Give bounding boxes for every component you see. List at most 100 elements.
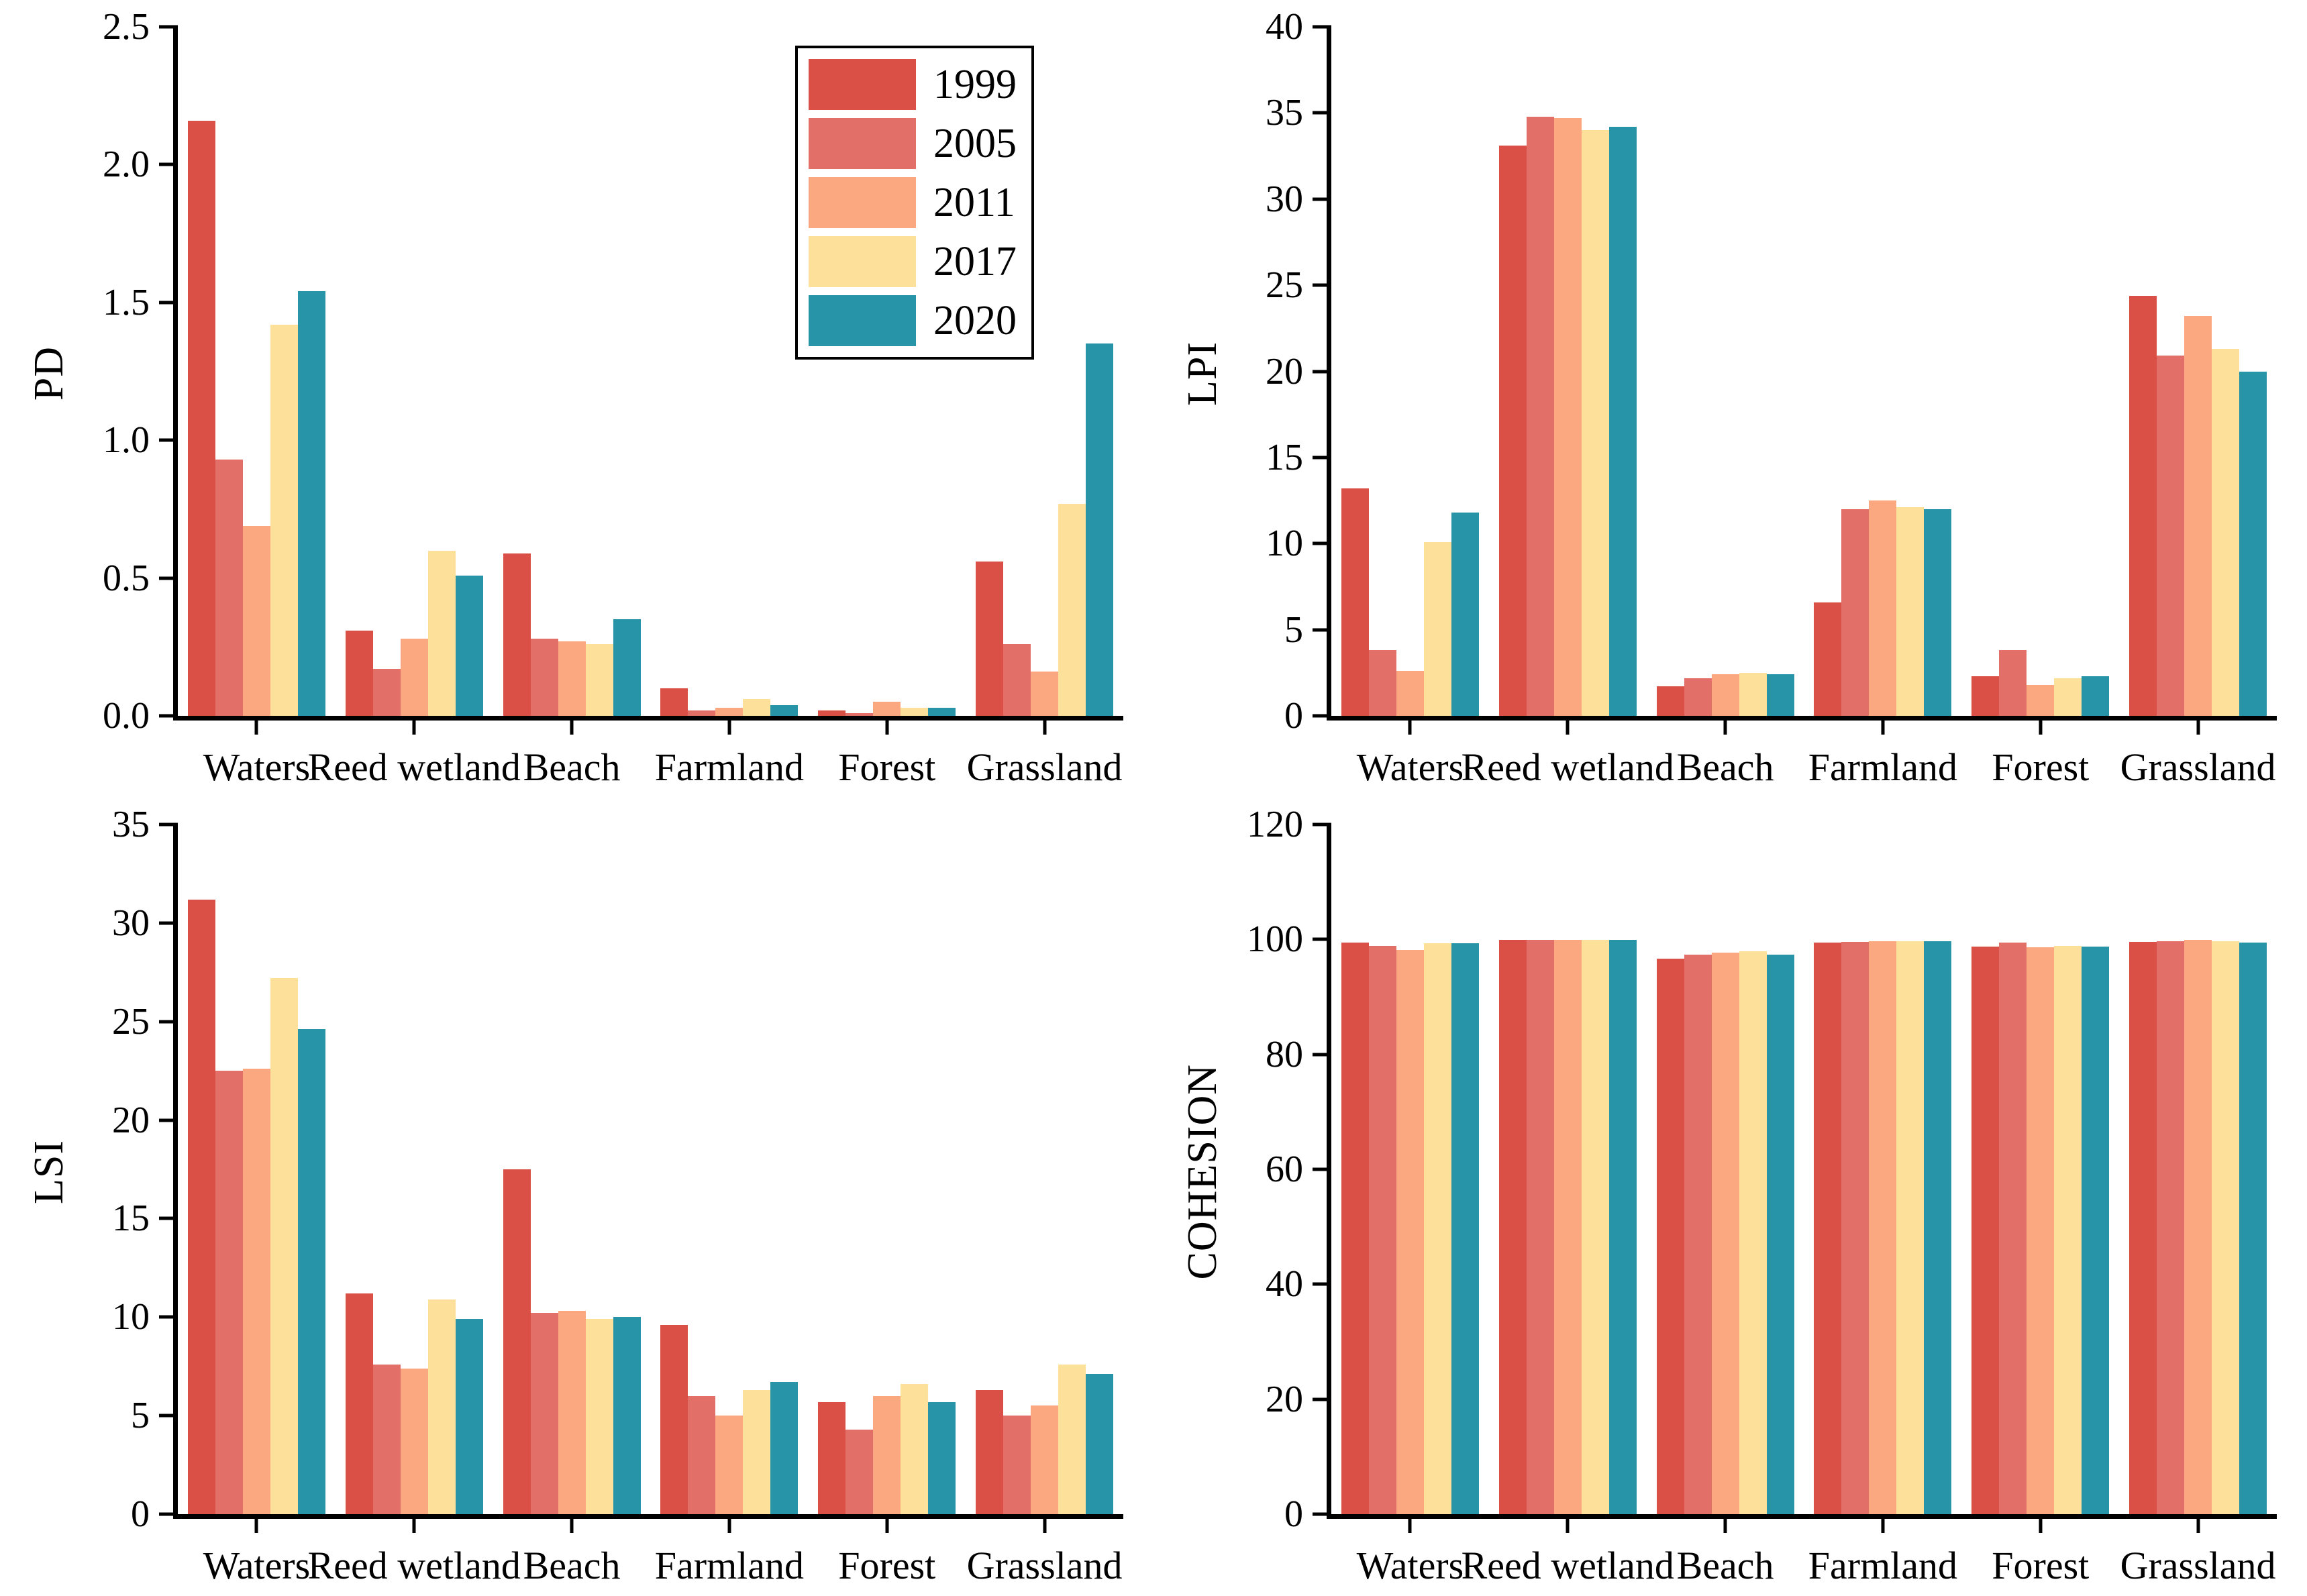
bar-1999-beach [503, 553, 531, 716]
bar-1999-grassland [976, 1389, 1004, 1514]
bar-1999-forest [818, 1401, 846, 1514]
y-tick-mark [1313, 197, 1331, 201]
legend: 1999 2005 2011 2017 2020 [795, 46, 1034, 360]
bar-2020-beach [1766, 955, 1794, 1514]
y-tick-label: 10 [1266, 523, 1303, 565]
bar-2017-beach [585, 644, 613, 716]
y-tick-mark [159, 714, 178, 718]
bar-group-farmland [650, 27, 808, 716]
bar-2020-beach [613, 619, 641, 716]
y-tick-label: 2.0 [103, 144, 150, 186]
legend-label-2011: 2011 [933, 180, 1015, 225]
panel-cohesion: COHESION 0 20 40 60 80 100 120 Waters Reed wetla… [1154, 798, 2307, 1596]
bar-1999-waters [1341, 943, 1369, 1514]
y-axis-label-text: LSI [25, 1139, 72, 1204]
bar-group-farmland [1804, 27, 1961, 716]
bar-group-waters [1331, 27, 1489, 716]
bar-2005-waters [1368, 650, 1396, 716]
plot-area-cohesion: 0 20 40 60 80 100 120 Waters Reed wetland Beach Fa… [1247, 806, 2277, 1585]
y-tick-mark [159, 921, 178, 925]
y-axis-label-lsi: LSI [12, 824, 86, 1519]
bar-2011-reed-wetland [1553, 940, 1582, 1514]
bar-2017-reed-wetland [427, 550, 456, 716]
bar-2005-grassland [2157, 356, 2185, 716]
bar-2017-farmland [743, 699, 771, 716]
x-category-label: Reed wetland [1461, 745, 1674, 789]
y-axis-label-text: LPI [1179, 341, 1225, 406]
bar-group-reed-wetland [1489, 27, 1647, 716]
panel-pd: PD 0.0 0.5 1.0 1.5 2.0 2.5 Waters Reed wetland B… [0, 0, 1154, 798]
x-tick-mark [570, 1514, 574, 1533]
y-axis-label-text: PD [25, 346, 72, 401]
bar-2017-farmland [743, 1389, 771, 1514]
x-category-label: Reed wetland [307, 745, 521, 789]
bar-group-forest [1961, 27, 2119, 716]
bar-2020-farmland [770, 1382, 799, 1514]
bar-2005-grassland [1003, 644, 1031, 716]
bar-group-reed-wetland [336, 824, 493, 1514]
bar-2005-forest [845, 1429, 874, 1514]
y-tick-label: 0 [1284, 1493, 1303, 1535]
y-tick-mark [159, 25, 178, 29]
x-category-label: Farmland [1808, 745, 1958, 789]
bar-1999-grassland [2129, 295, 2157, 716]
bar-2020-waters [1451, 943, 1479, 1514]
y-tick-mark [1313, 714, 1331, 718]
bar-2020-grassland [2239, 942, 2267, 1514]
y-tick-mark [159, 1414, 178, 1418]
bar-2005-reed-wetland [1526, 116, 1554, 716]
y-tick-mark [1313, 370, 1331, 373]
y-tick-label: 1.5 [103, 281, 150, 323]
y-tick-label: 35 [112, 804, 150, 845]
legend-item-2017: 2017 [809, 236, 1017, 287]
bar-2005-waters [215, 1071, 243, 1514]
x-tick-mark [2039, 716, 2043, 735]
x-tick-mark [1566, 716, 1570, 735]
y-tick-label: 30 [1266, 178, 1303, 220]
y-tick-label: 1.0 [103, 419, 150, 462]
bar-2020-forest [928, 1401, 956, 1514]
y-tick-mark [159, 822, 178, 827]
x-category-label: Beach [523, 745, 621, 789]
bar-2017-farmland [1896, 507, 1925, 716]
bar-2011-farmland [715, 1416, 744, 1514]
bar-1999-farmland [1814, 602, 1842, 716]
bar-2020-forest [2082, 946, 2110, 1514]
y-tick-mark [1313, 1053, 1331, 1057]
bar-2017-grassland [2212, 941, 2240, 1514]
bar-2017-waters [270, 978, 298, 1514]
bar-2017-beach [1739, 951, 1767, 1514]
y-tick-mark [1313, 822, 1331, 827]
y-tick-label: 0 [131, 1493, 150, 1535]
bar-2005-beach [530, 1313, 558, 1514]
y-tick-mark [1313, 111, 1331, 115]
legend-swatch-2005 [809, 118, 916, 169]
y-tick-label: 100 [1247, 918, 1303, 961]
bar-2005-forest [1999, 650, 2027, 716]
x-category-label: Farmland [654, 745, 805, 789]
x-tick-mark [1723, 716, 1727, 735]
bar-2020-grassland [1086, 343, 1114, 716]
legend-swatch-2020 [809, 295, 916, 346]
y-tick-label: 20 [1266, 1378, 1303, 1420]
bar-2011-forest [2027, 684, 2055, 716]
x-category-label: Reed wetland [307, 1544, 521, 1587]
bar-1999-forest [1971, 946, 2000, 1514]
bar-2011-beach [1711, 953, 1739, 1514]
bar-1999-reed-wetland [345, 630, 373, 716]
x-category-label: Waters [1356, 1544, 1464, 1587]
bar-group-forest [808, 27, 966, 716]
bar-2020-beach [1766, 674, 1794, 716]
bar-2020-waters [297, 1029, 325, 1514]
x-tick-mark [570, 716, 574, 735]
y-tick-mark [159, 1020, 178, 1024]
legend-label-2005: 2005 [933, 121, 1017, 166]
legend-swatch-1999 [809, 59, 916, 110]
bar-2020-reed-wetland [455, 575, 483, 716]
bar-2011-waters [1396, 671, 1424, 716]
bar-2017-waters [1423, 541, 1451, 716]
bar-2020-forest [928, 707, 956, 716]
bar-group-reed-wetland [336, 27, 493, 716]
y-axis-label-lpi: LPI [1166, 27, 1239, 721]
y-tick-mark [1313, 628, 1331, 632]
